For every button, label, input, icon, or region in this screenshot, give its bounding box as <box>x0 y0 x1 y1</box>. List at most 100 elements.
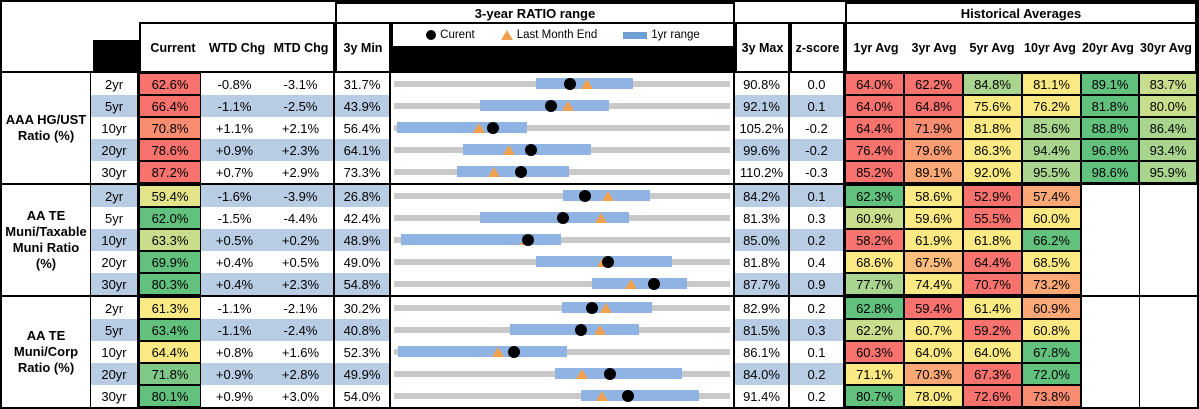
table-row: 30yr 87.2% +0.7% +2.9% 73.3% 110.2% -0.3… <box>91 161 1197 183</box>
last-month-marker <box>562 101 575 111</box>
3y-min-cell: 26.8% <box>335 185 391 207</box>
current-cell: 62.0% <box>139 207 201 229</box>
avg-cell: 98.6% <box>1081 161 1139 183</box>
mtd-chg-cell: +0.2% <box>268 229 335 251</box>
range-chart-cell <box>391 251 735 273</box>
avg-cell: 57.4% <box>1022 185 1081 207</box>
col-header-1yr-avg: 1yr Avg <box>853 40 899 55</box>
current-cell: 64.4% <box>139 341 201 363</box>
range-chart-cell <box>391 207 735 229</box>
avg-column-headers: 1yr Avg 3yr Avg 5yr Avg 10yr Avg 20yr Av… <box>845 22 1197 71</box>
3y-min-cell: 30.2% <box>335 297 391 319</box>
group-rows: 2yr 61.3% -1.1% -2.1% 30.2% 82.9% 0.2 62… <box>91 297 1197 407</box>
ratio-group: AA TE Muni/Taxable Muni Ratio (%) 2yr 59… <box>2 183 1197 295</box>
avg-cell-blank <box>1139 185 1197 207</box>
avg-cell: 59.2% <box>963 319 1022 341</box>
1yr-range-bar <box>554 368 682 379</box>
range-chart-inner <box>394 117 730 139</box>
mtd-chg-cell: +2.3% <box>268 273 335 295</box>
current-cell: 66.4% <box>139 95 201 117</box>
3y-max-cell: 99.6% <box>735 139 790 161</box>
current-cell: 87.2% <box>139 161 201 183</box>
avg-cell: 62.2% <box>845 319 904 341</box>
legend-current-label: Curent <box>440 29 475 41</box>
table-row: 20yr 78.6% +0.9% +2.3% 64.1% 99.6% -0.2 … <box>91 139 1197 161</box>
avg-cell: 67.3% <box>963 363 1022 385</box>
1yr-range-bar <box>400 234 561 245</box>
current-cell: 59.4% <box>139 185 201 207</box>
mtd-chg-cell: -4.4% <box>268 207 335 229</box>
table-row: 20yr 69.9% +0.4% +0.5% 49.0% 81.8% 0.4 6… <box>91 251 1197 273</box>
z-score-cell: 0.2 <box>790 229 845 251</box>
range-chart-inner <box>394 297 730 319</box>
avg-cell: 86.4% <box>1139 117 1197 139</box>
mtd-chg-cell: -2.4% <box>268 319 335 341</box>
avg-cell: 81.8% <box>963 117 1022 139</box>
avg-cell: 85.6% <box>1022 117 1081 139</box>
current-cell: 62.6% <box>139 73 201 95</box>
3y-max-cell: 81.5% <box>735 319 790 341</box>
z-score-cell: 0.2 <box>790 297 845 319</box>
wtd-chg-cell: +1.1% <box>215 120 254 136</box>
range-chart-cell <box>391 95 735 117</box>
3y-max-cell: 81.8% <box>735 251 790 273</box>
avg-cell: 81.8% <box>1081 95 1139 117</box>
current-marker <box>508 346 521 358</box>
current-marker <box>514 166 527 178</box>
current-marker <box>525 144 538 156</box>
range-chart-cell <box>391 297 735 319</box>
avg-cell: 64.0% <box>963 341 1022 363</box>
avg-cell-blank <box>1139 207 1197 229</box>
3y-max-cell: 92.1% <box>735 95 790 117</box>
avg-cell-blank <box>1139 251 1197 273</box>
group-rows: 2yr 62.6% -0.8% -3.1% 31.7% 90.8% 0.0 64… <box>91 73 1197 183</box>
current-cell: 80.1% <box>139 385 201 407</box>
3y-min-cell: 54.0% <box>335 385 391 407</box>
avg-cell: 86.3% <box>963 139 1022 161</box>
col-header-z-score: z-score <box>790 22 845 71</box>
3y-range-track <box>394 237 730 243</box>
3y-min-cell: 52.3% <box>335 341 391 363</box>
3y-range-track <box>394 125 730 131</box>
last-month-marker <box>472 123 485 133</box>
3y-range-track <box>394 393 730 399</box>
avg-cell: 67.5% <box>904 251 963 273</box>
avg-cell-blank <box>1139 297 1197 319</box>
avg-cell: 95.5% <box>1022 161 1081 183</box>
tenor-cell: 30yr <box>91 273 139 295</box>
range-chart-inner <box>394 273 730 295</box>
col-header-3y-max: 3y Max <box>735 22 790 71</box>
range-chart-inner <box>394 139 730 161</box>
3y-max-cell: 82.9% <box>735 297 790 319</box>
avg-cell: 59.6% <box>904 207 963 229</box>
avg-cell: 79.6% <box>904 139 963 161</box>
avg-cell: 60.9% <box>845 207 904 229</box>
col-header-20yr-avg: 20yr Avg <box>1082 40 1134 55</box>
3y-range-track <box>394 281 730 287</box>
current-cell: 78.6% <box>139 139 201 161</box>
current-marker <box>544 100 557 112</box>
avg-cell: 94.4% <box>1022 139 1081 161</box>
mtd-chg-cell: +2.9% <box>268 161 335 183</box>
mtd-chg-cell: -3.9% <box>268 185 335 207</box>
1yr-range-bar <box>396 122 527 133</box>
wtd-chg-cell: +0.9% <box>215 388 254 404</box>
wtd-chg-cell: -1.1% <box>201 319 268 341</box>
3y-max-cell: 81.3% <box>735 207 790 229</box>
3y-min-cell: 73.3% <box>335 161 391 183</box>
avg-cell-blank <box>1081 363 1139 385</box>
avg-cell: 61.9% <box>904 229 963 251</box>
avg-cell: 75.6% <box>963 95 1022 117</box>
table-row: 30yr 80.1% +0.9% +3.0% 54.0% 91.4% 0.2 8… <box>91 385 1197 407</box>
z-score-cell: 0.2 <box>790 385 845 407</box>
wtd-chg-cell: +0.8% <box>215 344 254 360</box>
tenor-cell: 10yr <box>91 229 139 251</box>
avg-cell: 60.8% <box>1022 319 1081 341</box>
wtd-chg-cell: +0.4% <box>201 273 268 295</box>
1yr-range-bar <box>480 212 629 223</box>
avg-cell: 59.4% <box>904 297 963 319</box>
avg-cell: 73.8% <box>1022 385 1081 407</box>
avg-cell: 88.8% <box>1081 117 1139 139</box>
avg-cell: 61.4% <box>963 297 1022 319</box>
